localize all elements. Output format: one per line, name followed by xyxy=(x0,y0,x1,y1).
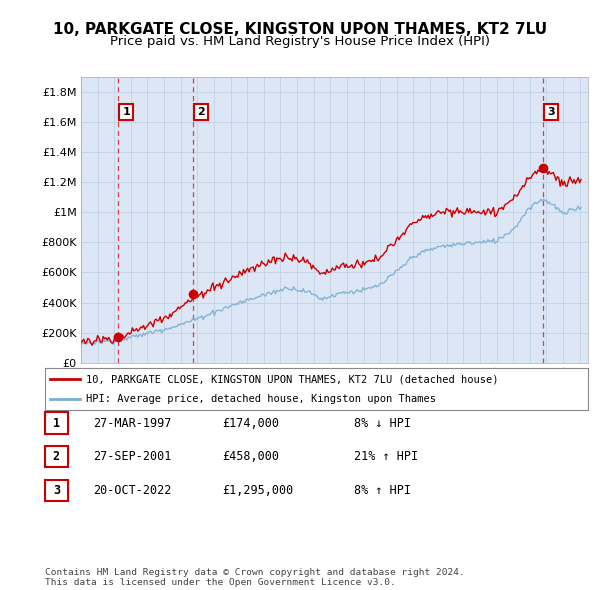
Text: 20-OCT-2022: 20-OCT-2022 xyxy=(93,484,172,497)
Text: 27-MAR-1997: 27-MAR-1997 xyxy=(93,417,172,430)
Text: 2: 2 xyxy=(197,107,205,117)
Text: 1: 1 xyxy=(53,417,60,430)
Text: £174,000: £174,000 xyxy=(222,417,279,430)
Text: Price paid vs. HM Land Registry's House Price Index (HPI): Price paid vs. HM Land Registry's House … xyxy=(110,35,490,48)
Text: £1,295,000: £1,295,000 xyxy=(222,484,293,497)
Text: Contains HM Land Registry data © Crown copyright and database right 2024.
This d: Contains HM Land Registry data © Crown c… xyxy=(45,568,465,587)
Text: 2: 2 xyxy=(53,450,60,463)
Text: 8% ↓ HPI: 8% ↓ HPI xyxy=(354,417,411,430)
Text: 1: 1 xyxy=(122,107,130,117)
Text: HPI: Average price, detached house, Kingston upon Thames: HPI: Average price, detached house, King… xyxy=(86,394,436,404)
Text: 27-SEP-2001: 27-SEP-2001 xyxy=(93,450,172,463)
Text: £458,000: £458,000 xyxy=(222,450,279,463)
Text: 8% ↑ HPI: 8% ↑ HPI xyxy=(354,484,411,497)
Text: 3: 3 xyxy=(547,107,555,117)
Text: 10, PARKGATE CLOSE, KINGSTON UPON THAMES, KT2 7LU (detached house): 10, PARKGATE CLOSE, KINGSTON UPON THAMES… xyxy=(86,374,498,384)
Text: 3: 3 xyxy=(53,484,60,497)
Text: 21% ↑ HPI: 21% ↑ HPI xyxy=(354,450,418,463)
Text: 10, PARKGATE CLOSE, KINGSTON UPON THAMES, KT2 7LU: 10, PARKGATE CLOSE, KINGSTON UPON THAMES… xyxy=(53,22,547,37)
